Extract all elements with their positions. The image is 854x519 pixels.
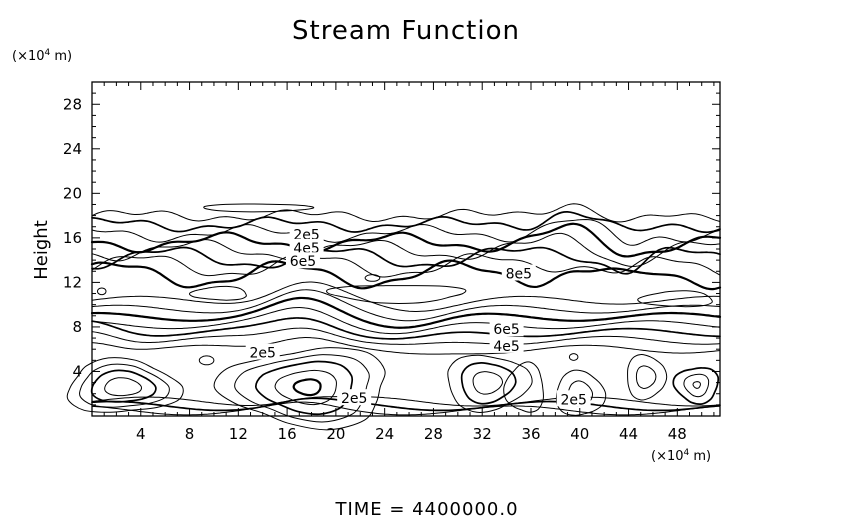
x-tick-label: 8 — [185, 425, 195, 443]
contour-line — [627, 353, 668, 401]
contour-line — [292, 378, 322, 397]
x-tick-label: 44 — [619, 425, 638, 443]
y-tick-label: 28 — [63, 95, 82, 113]
contour-line — [91, 397, 721, 412]
contour-line — [91, 219, 721, 246]
contour-line — [97, 287, 107, 296]
contour-label: 6e5 — [290, 254, 316, 270]
contour-line — [91, 317, 721, 340]
contour-line — [472, 371, 504, 395]
contour-label-bg — [489, 320, 524, 337]
x-tick-label: 40 — [570, 425, 589, 443]
y-axis-label: Height — [31, 220, 52, 280]
x-tick-label: 12 — [229, 425, 248, 443]
contour-line — [91, 289, 721, 322]
contour-lines — [66, 203, 722, 431]
y-unit-suffix: m) — [50, 49, 72, 64]
contour-label-bg — [245, 343, 280, 360]
contour-line — [79, 363, 170, 408]
y-unit-exponent: 4 — [45, 48, 51, 58]
y-axis-unit: (×104 m) — [12, 48, 72, 64]
contour-label-bg — [501, 264, 536, 281]
contour-line — [460, 362, 517, 405]
contour-label-bg — [337, 389, 372, 406]
contour-line — [188, 285, 247, 301]
y-tick-label: 20 — [63, 184, 82, 202]
contour-line — [66, 357, 184, 413]
contour-line — [234, 354, 370, 423]
contour-line — [503, 361, 544, 413]
contour-line — [91, 401, 721, 416]
contour-line — [91, 253, 721, 278]
x-tick-label: 48 — [668, 425, 687, 443]
contour-line — [91, 203, 721, 223]
x-tick-label: 16 — [278, 425, 297, 443]
contour-label: 2e5 — [249, 346, 275, 362]
contour-line — [203, 203, 315, 213]
contour-line — [635, 365, 657, 389]
contour-line — [568, 353, 579, 361]
contour-line — [255, 360, 354, 416]
x-unit-suffix: m) — [689, 449, 711, 464]
x-tick-label: 20 — [326, 425, 345, 443]
x-tick-label: 4 — [136, 425, 146, 443]
y-unit-prefix: (×10 — [12, 49, 45, 64]
contour-line — [672, 367, 720, 405]
y-tick-label: 12 — [63, 273, 82, 291]
chart-title: Stream Function — [292, 16, 520, 46]
y-tick-label: 8 — [72, 318, 82, 336]
contour-label: 8e5 — [506, 266, 532, 282]
contour-line — [326, 285, 467, 304]
x-tick-label: 36 — [521, 425, 540, 443]
contour-line — [91, 246, 721, 275]
contour-line — [274, 369, 337, 406]
contour-line — [692, 381, 701, 389]
contour-line — [364, 274, 381, 282]
contour-label-bg — [489, 336, 524, 353]
x-axis-unit: (×104 m) — [651, 448, 711, 464]
y-tick-label: 4 — [72, 362, 82, 380]
contour-label-bg — [556, 390, 591, 407]
contour-line — [683, 373, 710, 398]
y-tick-label: 16 — [63, 229, 82, 247]
x-tick-label: 24 — [375, 425, 394, 443]
contour-label: 6e5 — [493, 322, 519, 338]
x-unit-exponent: 4 — [684, 448, 690, 458]
x-tick-label: 32 — [473, 425, 492, 443]
contour-label-bg — [285, 252, 320, 269]
time-readout: TIME = 4400000.0 — [334, 499, 518, 519]
contour-line — [91, 396, 721, 407]
contour-line — [91, 211, 721, 234]
x-tick-label: 28 — [424, 425, 443, 443]
contour-label: 2e5 — [560, 392, 586, 408]
contour-line — [213, 347, 386, 431]
contour-line — [91, 232, 721, 267]
contour-line — [91, 337, 721, 355]
contour-label-bg — [289, 225, 324, 242]
contour-line — [91, 327, 721, 345]
contour-line — [91, 307, 721, 335]
contour-label: 4e5 — [493, 339, 519, 355]
y-tick-label: 24 — [63, 140, 82, 158]
contour-line — [637, 290, 713, 308]
contour-label-bg — [289, 238, 324, 255]
plot-frame — [91, 81, 721, 417]
contour-line — [91, 281, 721, 312]
contour-line — [198, 355, 215, 366]
contour-label: 2e5 — [341, 391, 367, 407]
contour-line — [104, 377, 142, 397]
contour-line — [90, 296, 722, 329]
x-unit-prefix: (×10 — [651, 449, 684, 464]
contour-line — [90, 259, 722, 291]
